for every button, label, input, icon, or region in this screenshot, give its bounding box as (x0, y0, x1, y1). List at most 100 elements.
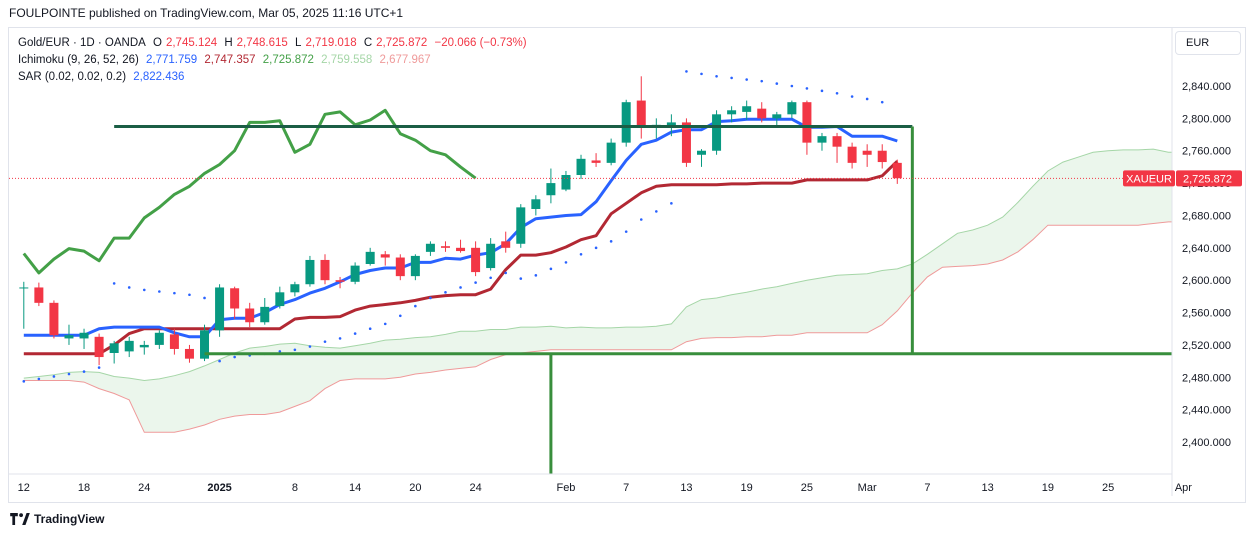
candle[interactable] (561, 170, 571, 192)
time-tick-label: 2025 (207, 482, 231, 494)
sar-point (685, 70, 688, 73)
candle-body (636, 100, 646, 127)
candle-body (712, 114, 722, 151)
candle[interactable] (440, 241, 450, 252)
candle[interactable] (380, 251, 390, 266)
candle[interactable] (651, 118, 661, 139)
sar-point (97, 366, 101, 369)
candle[interactable] (64, 324, 74, 345)
price-tag: XAUEUR 2,725.872 (1123, 170, 1242, 187)
candle[interactable] (184, 344, 194, 363)
candle[interactable] (742, 100, 752, 120)
candle-body (215, 287, 225, 331)
candle[interactable] (365, 247, 375, 266)
conversion-value: 2,771.759 (146, 54, 198, 66)
candle[interactable] (169, 328, 179, 355)
sar-point (730, 76, 733, 80)
time-tick-label: 19 (1042, 482, 1054, 494)
ichimoku-label[interactable]: Ichimoku (9, 26, 52, 26) (18, 54, 139, 66)
candle[interactable] (124, 336, 134, 358)
price-tick-label: 2,520.000 (1182, 340, 1231, 352)
candle[interactable] (245, 302, 255, 328)
sar-point (564, 261, 568, 264)
candle[interactable] (772, 111, 782, 127)
candle[interactable] (335, 276, 345, 289)
candle-body (892, 162, 902, 179)
candle[interactable] (230, 286, 240, 320)
candle[interactable] (516, 204, 526, 248)
annotation-lines (9, 124, 1172, 474)
sar-label[interactable]: SAR (0.02, 0.02, 0.2) (18, 71, 127, 83)
sar-point (444, 291, 447, 294)
candle[interactable] (19, 281, 29, 329)
publish-header: FOULPOINTE published on TradingView.com,… (9, 6, 403, 20)
candle[interactable] (139, 340, 149, 355)
sar-point (655, 210, 658, 213)
candle[interactable] (425, 241, 435, 256)
candle[interactable] (546, 168, 556, 204)
candle[interactable] (34, 282, 44, 307)
candle[interactable] (290, 281, 300, 297)
sar-point (489, 276, 492, 280)
sar-point (173, 291, 176, 295)
candle[interactable] (501, 231, 511, 253)
candle[interactable] (727, 106, 737, 123)
currency-button[interactable]: EUR (1175, 31, 1241, 55)
candle[interactable] (576, 154, 586, 180)
candle[interactable] (320, 254, 330, 285)
candle[interactable] (606, 138, 616, 166)
candle[interactable] (215, 284, 225, 337)
sar-point (715, 74, 718, 78)
candle[interactable] (877, 144, 887, 169)
chart-frame (8, 27, 1246, 503)
time-tick-label: 14 (349, 482, 361, 494)
candle[interactable] (109, 340, 119, 364)
candle[interactable] (757, 102, 767, 123)
candle[interactable] (49, 300, 59, 339)
sar-point (745, 78, 748, 81)
candle-body (230, 288, 240, 309)
candle[interactable] (787, 100, 797, 119)
candle[interactable] (847, 142, 857, 169)
sar-point (112, 282, 116, 285)
candle[interactable] (697, 149, 706, 167)
time-tick-label: Feb (556, 482, 575, 494)
candle[interactable] (275, 286, 285, 309)
sar-point (775, 82, 779, 85)
candle[interactable] (531, 195, 541, 216)
candle[interactable] (892, 159, 902, 184)
symbol-label[interactable]: Gold/EUR · 1D · OANDA (18, 37, 146, 49)
candle[interactable] (817, 132, 827, 151)
ichimoku-cloud (23, 149, 1172, 433)
candle[interactable] (456, 239, 466, 253)
candle[interactable] (486, 238, 496, 271)
candle-body (486, 243, 496, 269)
candle-body (245, 308, 255, 323)
sar-point (594, 246, 598, 250)
candle-body (817, 136, 827, 143)
candle[interactable] (712, 110, 722, 155)
candle[interactable] (94, 333, 104, 366)
candle[interactable] (471, 241, 481, 277)
sar-point (880, 100, 884, 104)
sar-point (127, 286, 131, 289)
candle[interactable] (591, 153, 601, 167)
candle[interactable] (410, 254, 420, 281)
price-tick-label: 2,480.000 (1182, 372, 1231, 384)
candle[interactable] (260, 297, 270, 325)
price-tick-label: 2,680.000 (1182, 210, 1231, 222)
candle[interactable] (636, 76, 646, 139)
candle-body (139, 344, 149, 348)
candle[interactable] (862, 144, 872, 167)
candle[interactable] (350, 262, 360, 285)
candle-body (184, 348, 194, 359)
candle[interactable] (621, 99, 631, 147)
candle[interactable] (832, 132, 842, 163)
candle[interactable] (79, 328, 89, 349)
candle[interactable] (395, 254, 405, 281)
candle[interactable] (154, 330, 164, 349)
time-tick-label: 25 (801, 482, 813, 494)
candle[interactable] (305, 255, 315, 287)
candle-body (79, 332, 89, 339)
